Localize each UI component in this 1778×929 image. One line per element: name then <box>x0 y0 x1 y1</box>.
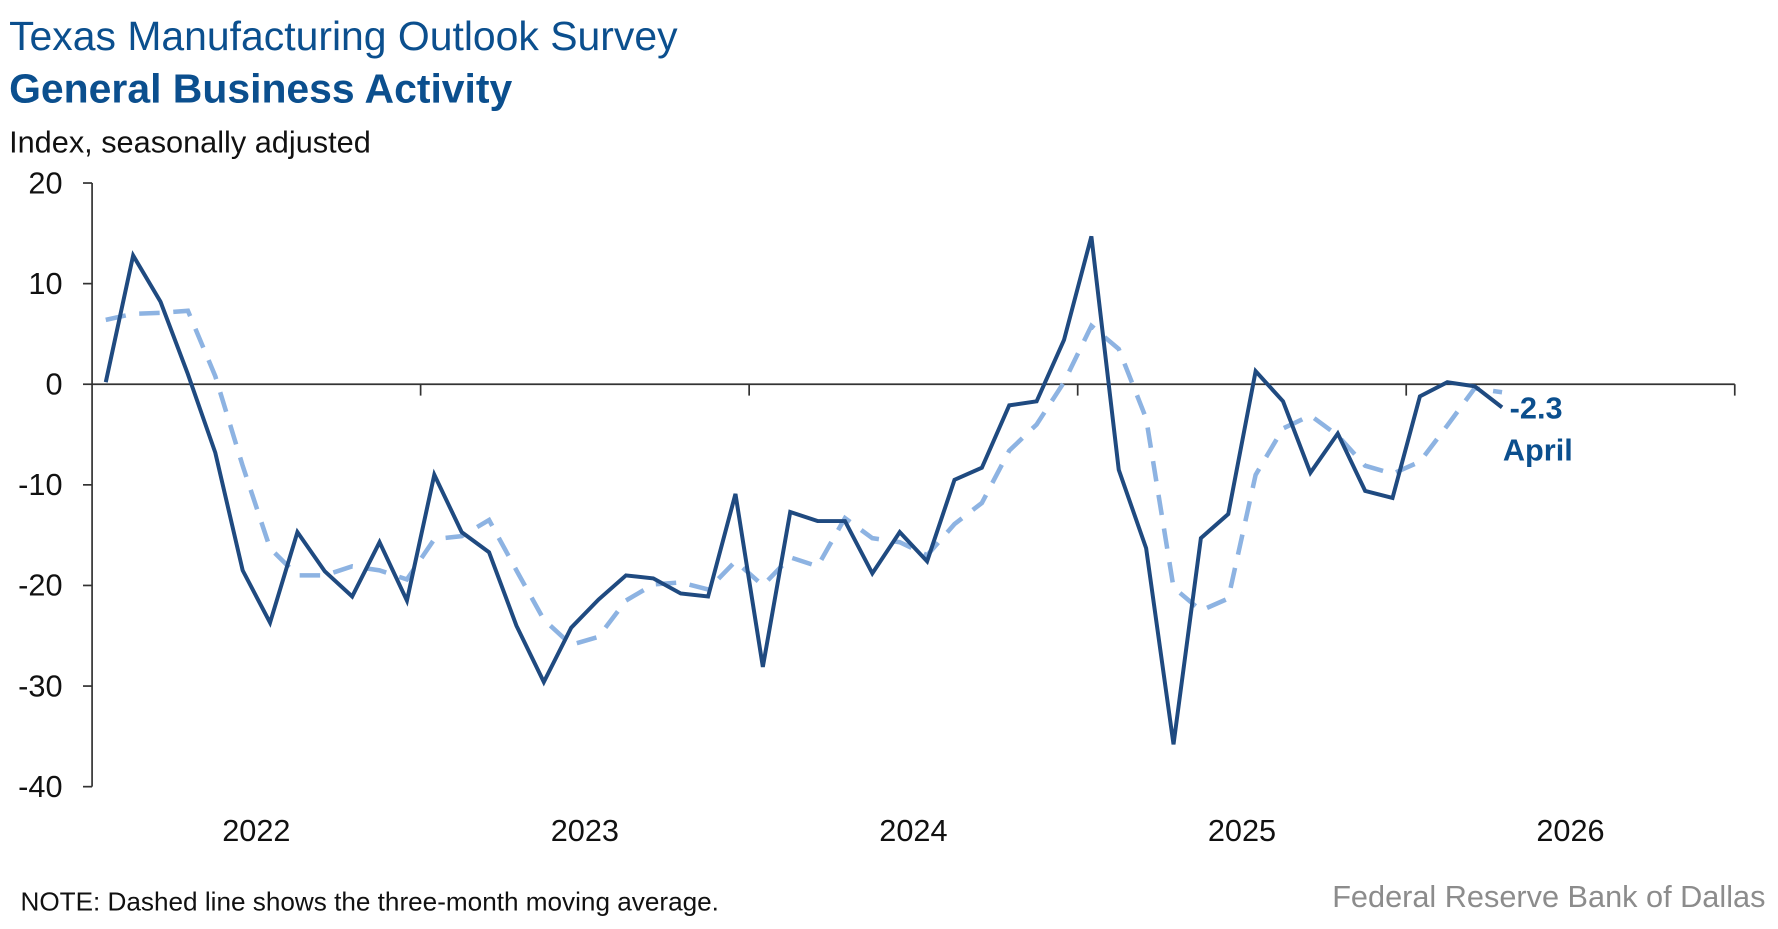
y-tick-label: 20 <box>28 165 62 200</box>
chart-title: Texas Manufacturing Outlook Survey <box>9 13 678 59</box>
y-tick-label: -10 <box>18 467 62 502</box>
index-line <box>103 235 1504 745</box>
source-credit: Federal Reserve Bank of Dallas <box>1332 879 1765 914</box>
annotation-value: -2.3 <box>1510 390 1563 425</box>
chart-subtitle: General Business Activity <box>9 65 512 111</box>
plot-lines <box>103 235 1504 745</box>
y-tick-label: -30 <box>18 668 62 703</box>
moving-average-line <box>105 308 1503 648</box>
y-tick-label: -40 <box>18 769 62 804</box>
x-tick-label: 2024 <box>879 813 947 848</box>
x-tick-label: 2025 <box>1208 813 1276 848</box>
annotation-month: April <box>1503 432 1573 467</box>
x-tick-label: 2022 <box>222 813 290 848</box>
footnote: NOTE: Dashed line shows the three-month … <box>20 887 718 917</box>
y-axis-unit-label: Index, seasonally adjusted <box>9 124 371 159</box>
y-tick-label: -20 <box>18 568 62 603</box>
x-tick-label: 2026 <box>1536 813 1604 848</box>
y-tick-label: 0 <box>45 366 62 401</box>
axes: 20 10 0 -10 -20 -30 -40 2022 2023 2024 2025 2026 <box>18 165 1736 848</box>
x-tick-label: 2023 <box>551 813 619 848</box>
y-tick-label: 10 <box>28 266 62 301</box>
